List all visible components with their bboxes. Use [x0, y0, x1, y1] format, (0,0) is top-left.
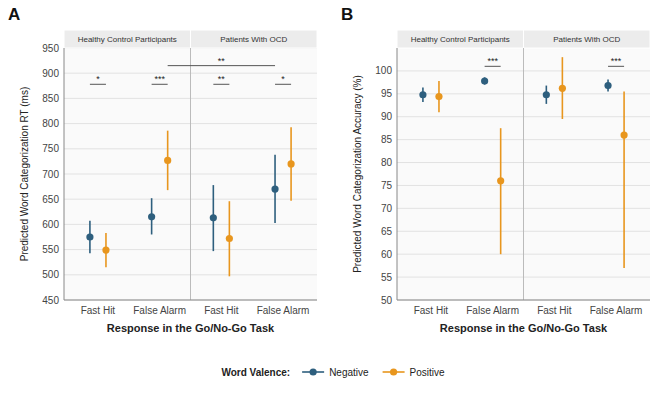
error-bar	[623, 92, 625, 268]
point	[497, 177, 504, 184]
point	[543, 91, 550, 98]
panel-title: A	[8, 5, 20, 24]
group-divider	[190, 48, 191, 300]
y-tick-label: 60	[381, 249, 393, 260]
y-tick-label: 90	[381, 111, 393, 122]
y-tick-label: 650	[42, 194, 59, 205]
y-axis	[397, 48, 398, 300]
x-tick-label: False Alarm	[133, 305, 186, 316]
plot-area	[397, 48, 650, 300]
point	[481, 77, 488, 84]
grid-line	[397, 300, 650, 301]
y-axis-label: Predicted Word Categorization Accuracy (…	[352, 75, 363, 273]
legend-swatch	[310, 368, 317, 375]
point	[287, 160, 294, 167]
y-tick-label: 700	[42, 169, 59, 180]
y-tick-label: 100	[375, 65, 392, 76]
y-tick-label: 750	[42, 143, 59, 154]
y-tick-label: 500	[42, 269, 59, 280]
y-tick-label: 95	[381, 88, 393, 99]
x-axis-label: Response in the Go/No-Go Task	[440, 322, 608, 334]
significance-label: ***	[611, 56, 622, 66]
facet-label: Healthy Control Participants	[411, 35, 510, 44]
legend-entry: Negative	[329, 367, 369, 378]
panel: 450 500 550 600 650 700 750 800 850 900 950 Healthy…	[8, 5, 317, 334]
y-tick-label: 600	[42, 219, 59, 230]
y-tick-label: 550	[42, 244, 59, 255]
y-axis	[64, 48, 65, 300]
x-axis	[397, 300, 650, 301]
significance-label: **	[218, 56, 226, 66]
error-bar	[500, 128, 502, 254]
point	[148, 213, 155, 220]
y-tick-label: 450	[42, 295, 59, 306]
figure: 450 500 550 600 650 700 750 800 850 900 950 Healthy…	[0, 0, 666, 397]
y-tick-label: 900	[42, 68, 59, 79]
x-tick-label: Fast Hit	[204, 305, 239, 316]
y-tick-label: 50	[381, 295, 393, 306]
x-tick-label: Fast Hit	[414, 305, 449, 316]
panel-title: B	[341, 5, 353, 24]
point	[435, 93, 442, 100]
y-tick-label: 55	[381, 272, 393, 283]
point	[620, 131, 627, 138]
point	[419, 91, 426, 98]
facet-label: Patients With OCD	[553, 35, 620, 44]
x-tick-label: False Alarm	[257, 305, 310, 316]
y-tick-label: 80	[381, 157, 393, 168]
marks	[86, 66, 294, 277]
facet-strip	[397, 30, 524, 48]
facet-strip	[64, 30, 191, 48]
point	[164, 157, 171, 164]
significance-label: ***	[154, 74, 165, 84]
point	[102, 247, 109, 254]
marks	[419, 57, 627, 268]
y-tick-label: 850	[42, 93, 59, 104]
legend-title: Word Valence:	[221, 367, 290, 378]
point	[86, 233, 93, 240]
facet-label: Patients With OCD	[220, 35, 287, 44]
grid-line	[64, 300, 317, 301]
x-axis-label: Response in the Go/No-Go Task	[107, 322, 275, 334]
point	[559, 85, 566, 92]
plot-area	[64, 48, 317, 300]
significance-label: **	[218, 74, 226, 84]
group-divider	[523, 48, 524, 300]
significance-label: ***	[487, 56, 498, 66]
point	[226, 235, 233, 242]
facet-strip	[191, 30, 318, 48]
legend-swatch	[390, 368, 397, 375]
y-tick-label: 85	[381, 134, 393, 145]
y-tick-label: 75	[381, 180, 393, 191]
x-axis	[64, 300, 317, 301]
y-tick-label: 950	[42, 43, 59, 54]
significance-label: *	[96, 74, 100, 84]
facet-label: Healthy Control Participants	[78, 35, 177, 44]
x-tick-label: False Alarm	[590, 305, 643, 316]
x-tick-label: Fast Hit	[81, 305, 116, 316]
x-tick-label: False Alarm	[466, 305, 519, 316]
y-tick-label: 65	[381, 226, 393, 237]
x-tick-label: Fast Hit	[537, 305, 572, 316]
point	[604, 82, 611, 89]
point	[271, 186, 278, 193]
y-tick-label: 70	[381, 203, 393, 214]
significance-label: *	[281, 74, 285, 84]
legend: Word Valence: Negative Positive	[221, 367, 445, 378]
panel: 50 55 60 65 70 75 80 85 90 95 100 Healthy Control P…	[341, 5, 650, 334]
legend-entry: Positive	[410, 367, 445, 378]
y-tick-label: 800	[42, 118, 59, 129]
point	[210, 214, 217, 221]
facet-strip	[524, 30, 651, 48]
y-axis-label: Predicted Word Categorization RT (ms)	[19, 87, 30, 262]
